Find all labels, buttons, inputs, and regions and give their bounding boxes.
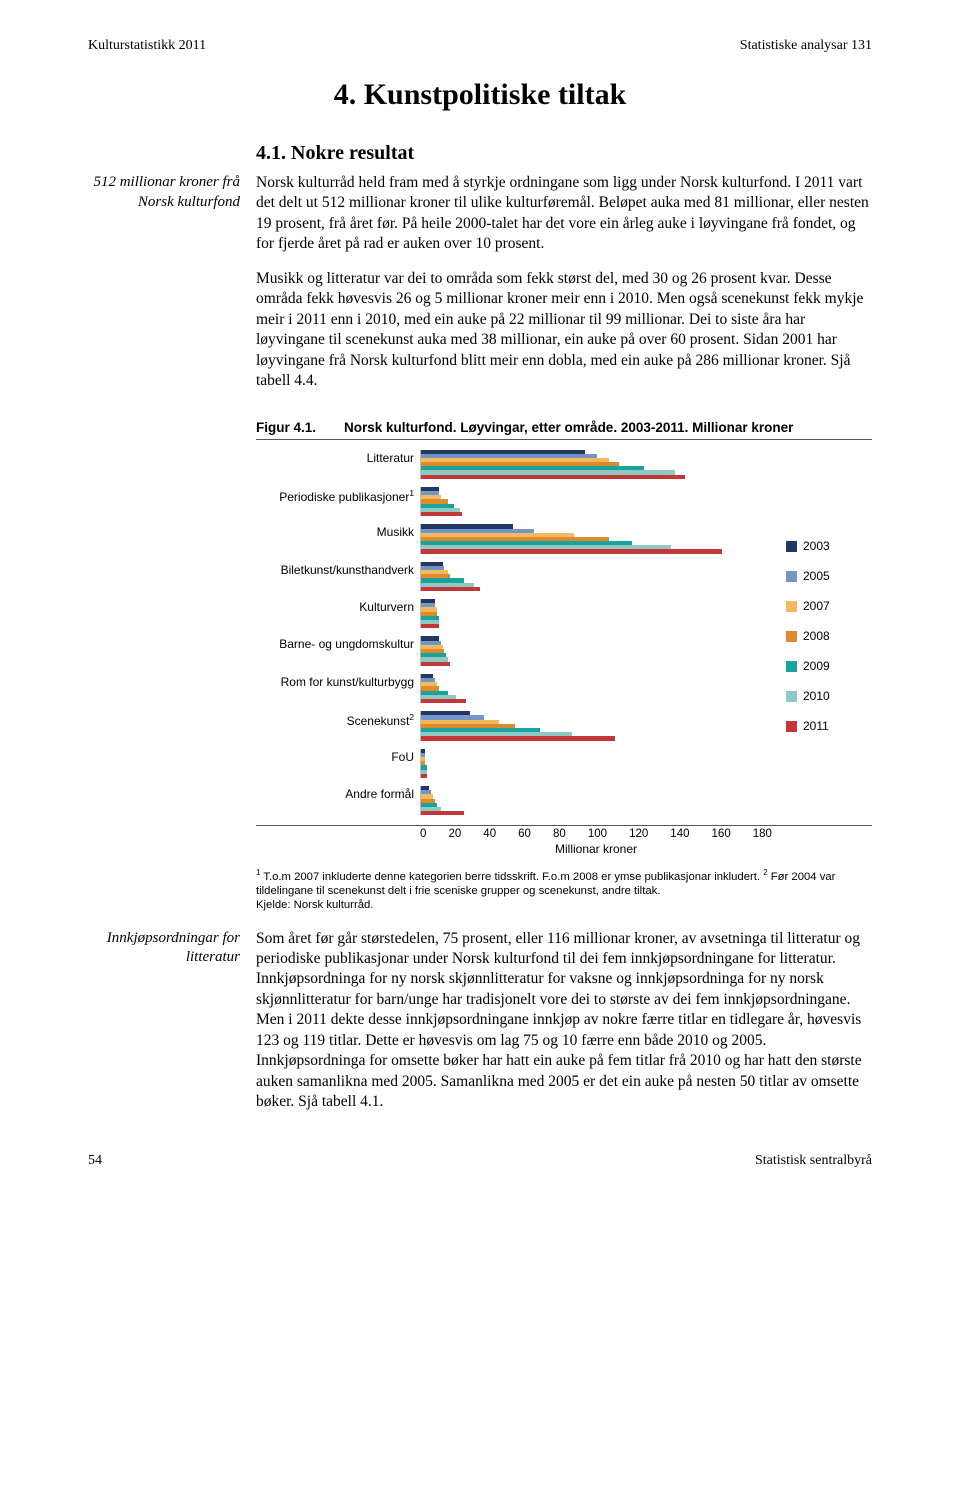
margin-note-1-line2: Norsk kulturfond [138, 194, 240, 210]
x-tick: 100 [588, 828, 607, 840]
chart-container: Litteratur Periodiske publikasjoner1 Musik… [256, 439, 872, 863]
chart-category-label: Biletkunst/kunsthandverk [256, 562, 420, 578]
legend-item: 2003 [786, 539, 846, 553]
chart-category-row: Biletkunst/kunsthandverk [256, 562, 772, 591]
chart-bar [421, 512, 462, 516]
legend-item: 2008 [786, 629, 846, 643]
legend-label: 2010 [803, 689, 830, 703]
x-tick: 180 [753, 828, 772, 840]
legend-label: 2009 [803, 659, 830, 673]
legend-label: 2008 [803, 629, 830, 643]
x-tick: 120 [629, 828, 648, 840]
legend-item: 2007 [786, 599, 846, 613]
chart-category-label: Rom for kunst/kulturbygg [256, 674, 420, 690]
margin-note-2: Innkjøpsordningar for litteratur [88, 929, 256, 1127]
doc-header-left: Kulturstatistikk 2011 [88, 38, 206, 54]
footnote-source: Kjelde: Norsk kulturråd. [256, 899, 373, 911]
margin-note-2-line2: litteratur [186, 949, 240, 965]
x-tick: 160 [712, 828, 731, 840]
chart-category-row: Musikk [256, 524, 772, 553]
chart-category-row: Kulturvern [256, 599, 772, 628]
chart-bar [421, 811, 464, 815]
x-tick: 0 [420, 828, 426, 840]
chart-category-row: Rom for kunst/kulturbygg [256, 674, 772, 703]
figure-title: Norsk kulturfond. Løyvingar, etter områd… [344, 420, 793, 435]
margin-note-1: 512 millionar kroner frå Norsk kulturfon… [88, 173, 256, 406]
x-tick: 20 [448, 828, 461, 840]
legend-label: 2011 [803, 719, 829, 733]
margin-note-1-line1: 512 millionar kroner frå [93, 174, 240, 190]
figure-number: Figur 4.1. [256, 420, 316, 435]
chapter-title: 4. Kunstpolitiske tiltak [88, 78, 872, 112]
chart-category-row: Periodiske publikasjoner1 [256, 487, 772, 516]
chart-category-label: Kulturvern [256, 599, 420, 615]
chart-bar [421, 587, 480, 591]
legend-swatch [786, 721, 797, 732]
page-number: 54 [88, 1153, 102, 1169]
legend-swatch [786, 661, 797, 672]
chart-bar [421, 699, 466, 703]
doc-header-right: Statistiske analysar 131 [740, 38, 872, 54]
chart-category-row: Litteratur [256, 450, 772, 479]
section-title: 4.1. Nokre resultat [256, 142, 872, 165]
chart-category-label: FoU [256, 749, 420, 765]
figure-caption: Figur 4.1. Norsk kulturfond. Løyvingar, e… [256, 420, 872, 435]
chart-category-row: Barne- og ungdomskultur [256, 636, 772, 665]
legend-swatch [786, 601, 797, 612]
chart-bar [421, 736, 615, 740]
legend-swatch [786, 631, 797, 642]
chart-bar [421, 624, 439, 628]
chart-category-label: Andre formål [256, 786, 420, 802]
publisher: Statistisk sentralbyrå [755, 1153, 872, 1169]
x-axis-ticks: 0 20 40 60 80 100 120 140 160 180 [420, 826, 772, 842]
x-tick: 60 [518, 828, 531, 840]
legend-label: 2007 [803, 599, 830, 613]
chart-category-row: FoU [256, 749, 772, 778]
paragraph-3: Som året før går størstedelen, 75 prosen… [256, 929, 872, 1113]
legend-item: 2010 [786, 689, 846, 703]
legend-label: 2003 [803, 539, 830, 553]
chart-category-row: Andre formål [256, 786, 772, 815]
chart-bar [421, 774, 427, 778]
chart-bar [421, 662, 450, 666]
x-tick: 140 [670, 828, 689, 840]
chart-category-label: Litteratur [256, 450, 420, 466]
x-tick: 40 [483, 828, 496, 840]
chart-category-row: Scenekunst2 [256, 711, 772, 740]
x-tick: 80 [553, 828, 566, 840]
legend-swatch [786, 571, 797, 582]
paragraph-1: Norsk kulturråd held fram med å styrkje … [256, 173, 872, 255]
margin-note-2-line1: Innkjøpsordningar for [107, 930, 240, 946]
x-axis-title: Millionar kroner [420, 842, 772, 862]
legend-swatch [786, 691, 797, 702]
chart-bar [421, 549, 722, 553]
paragraph-2: Musikk og litteratur var dei to områda s… [256, 269, 872, 392]
chart-category-label: Periodiske publikasjoner1 [256, 487, 420, 505]
chart-category-label: Musikk [256, 524, 420, 540]
chart-bar [421, 475, 685, 479]
legend-label: 2005 [803, 569, 830, 583]
legend-item: 2011 [786, 719, 846, 733]
legend-item: 2005 [786, 569, 846, 583]
chart-category-label: Barne- og ungdomskultur [256, 636, 420, 652]
legend-item: 2009 [786, 659, 846, 673]
figure-footnote: 1 T.o.m 2007 inkluderte denne kategorien… [256, 868, 872, 912]
chart-category-label: Scenekunst2 [256, 711, 420, 729]
legend: 2003 2005 2007 2008 2009 2010 2011 [772, 450, 846, 824]
legend-swatch [786, 541, 797, 552]
footnote-1: T.o.m 2007 inkluderte denne kategorien b… [260, 871, 763, 883]
